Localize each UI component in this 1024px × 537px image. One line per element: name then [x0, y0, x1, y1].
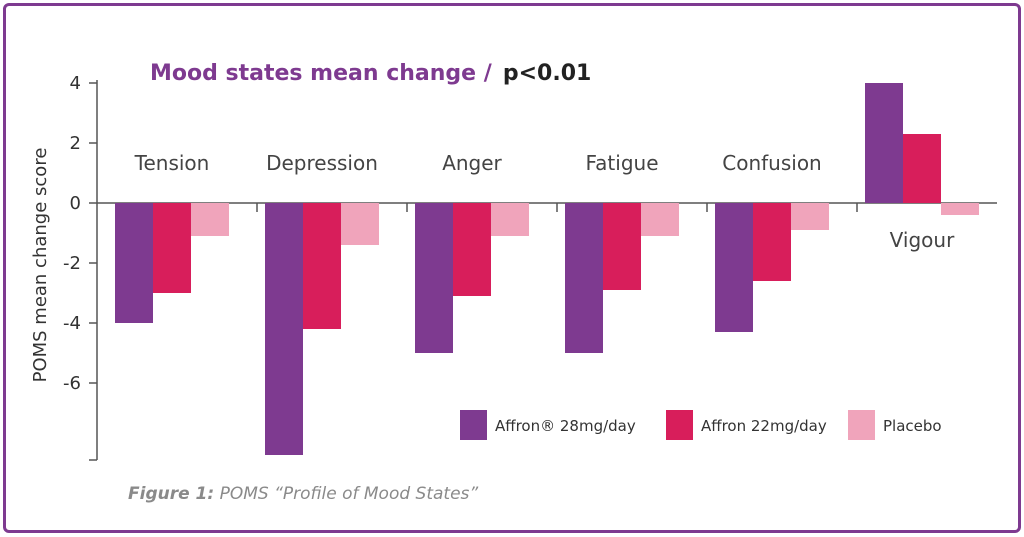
- bar: [715, 203, 753, 332]
- caption-text: POMS “Profile of Mood States”: [219, 484, 479, 504]
- chart-title: Mood states mean change / p<0.01: [150, 61, 591, 86]
- bar: [115, 203, 153, 323]
- category-label: Confusion: [722, 151, 821, 175]
- bar: [191, 203, 229, 236]
- category-label: Anger: [442, 151, 502, 175]
- y-tick-label: 2: [70, 133, 81, 154]
- axes: 4 2 0 -2 -4 -6: [63, 73, 997, 461]
- bar: [791, 203, 829, 230]
- category-label: Vigour: [890, 228, 955, 252]
- bar: [865, 83, 903, 203]
- bar: [341, 203, 379, 245]
- y-tick-label: -6: [63, 373, 81, 394]
- bar: [603, 203, 641, 290]
- y-tick-label: 4: [70, 73, 81, 94]
- bar: [415, 203, 453, 353]
- bar: [641, 203, 679, 236]
- y-tick-label: -2: [63, 253, 81, 274]
- y-tick-label: -4: [63, 313, 81, 334]
- caption-figure-label: Figure 1:: [128, 484, 215, 504]
- legend-label: Placebo: [883, 417, 942, 435]
- y-axis-label: POMS mean change score: [30, 148, 51, 383]
- bar: [153, 203, 191, 293]
- legend-label: Affron® 28mg/day: [495, 417, 636, 435]
- figure-caption: Figure 1: POMS “Profile of Mood States”: [128, 484, 478, 504]
- bar: [453, 203, 491, 296]
- bar: [303, 203, 341, 329]
- category-labels: Tension Depression Anger Fatigue Confusion Vi…: [134, 151, 955, 252]
- legend: Affron® 28mg/day Affron 22mg/day Placebo: [460, 410, 942, 440]
- y-tick-label: 0: [70, 193, 81, 214]
- chart-title-pvalue: p<0.01: [503, 61, 591, 86]
- category-label: Fatigue: [586, 151, 659, 175]
- bar: [265, 203, 303, 455]
- bars: [115, 83, 979, 455]
- category-label: Depression: [266, 151, 378, 175]
- chart-title-main: Mood states mean change /: [150, 61, 493, 86]
- bar: [565, 203, 603, 353]
- bar: [903, 134, 941, 203]
- category-label: Tension: [134, 151, 210, 175]
- legend-label: Affron 22mg/day: [701, 417, 827, 435]
- bar: [753, 203, 791, 281]
- legend-swatch: [666, 410, 693, 440]
- bar: [941, 203, 979, 215]
- legend-swatch: [848, 410, 875, 440]
- bar: [491, 203, 529, 236]
- legend-swatch: [460, 410, 487, 440]
